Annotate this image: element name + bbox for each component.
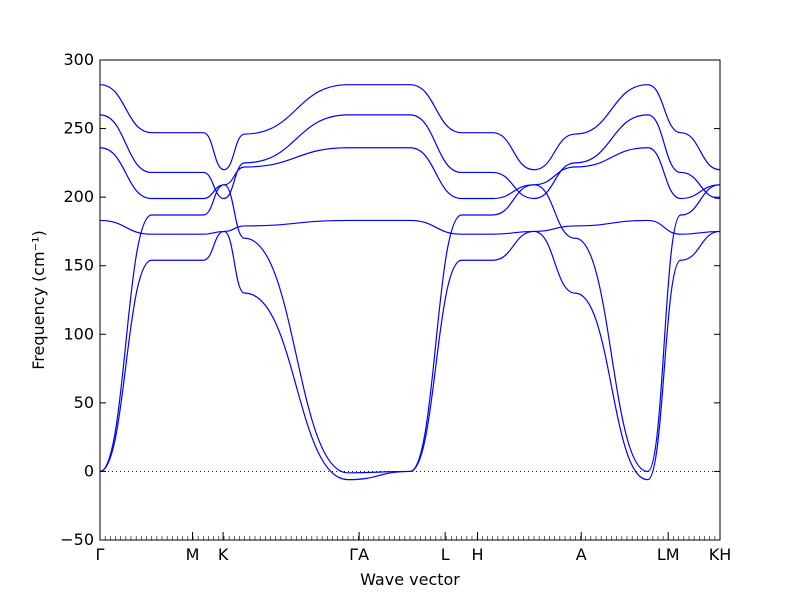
y-tick-label: 50 [74,393,94,412]
x-tick-label: A [576,545,587,564]
y-tick-label: 150 [63,256,94,275]
band-lines [99,84,721,481]
y-tick-label: −50 [60,530,94,549]
x-tick-label: H [472,545,484,564]
y-tick-label: 300 [63,50,94,69]
band-line-4 [99,219,721,235]
x-tick-label: Γ [96,545,105,564]
band-line-1 [99,84,721,171]
x-tick-label: LM [657,545,680,564]
x-tick-label: K [218,545,229,564]
band-line-2 [99,114,721,200]
x-tick-label: M [186,545,200,564]
x-tick-label: ΓA [349,545,369,564]
plot-background [100,60,720,540]
band-line-5 [99,184,721,474]
y-tick-label: 200 [63,187,94,206]
band-line-3 [99,147,721,200]
x-axis-ticks: Γ M K ΓA L H A LM KH [96,532,732,564]
y-axis-ticks: −50 0 50 100 150 200 250 300 [60,50,720,549]
y-tick-label: 100 [63,324,94,343]
y-tick-label: 250 [63,119,94,138]
band-line-6 [99,230,721,481]
y-tick-label: 0 [84,461,94,480]
x-tick-label: L [441,545,450,564]
x-axis-label: Wave vector [360,570,460,589]
y-axis-label: Frequency (cm⁻¹) [29,230,48,369]
x-tick-label: KH [709,545,732,564]
